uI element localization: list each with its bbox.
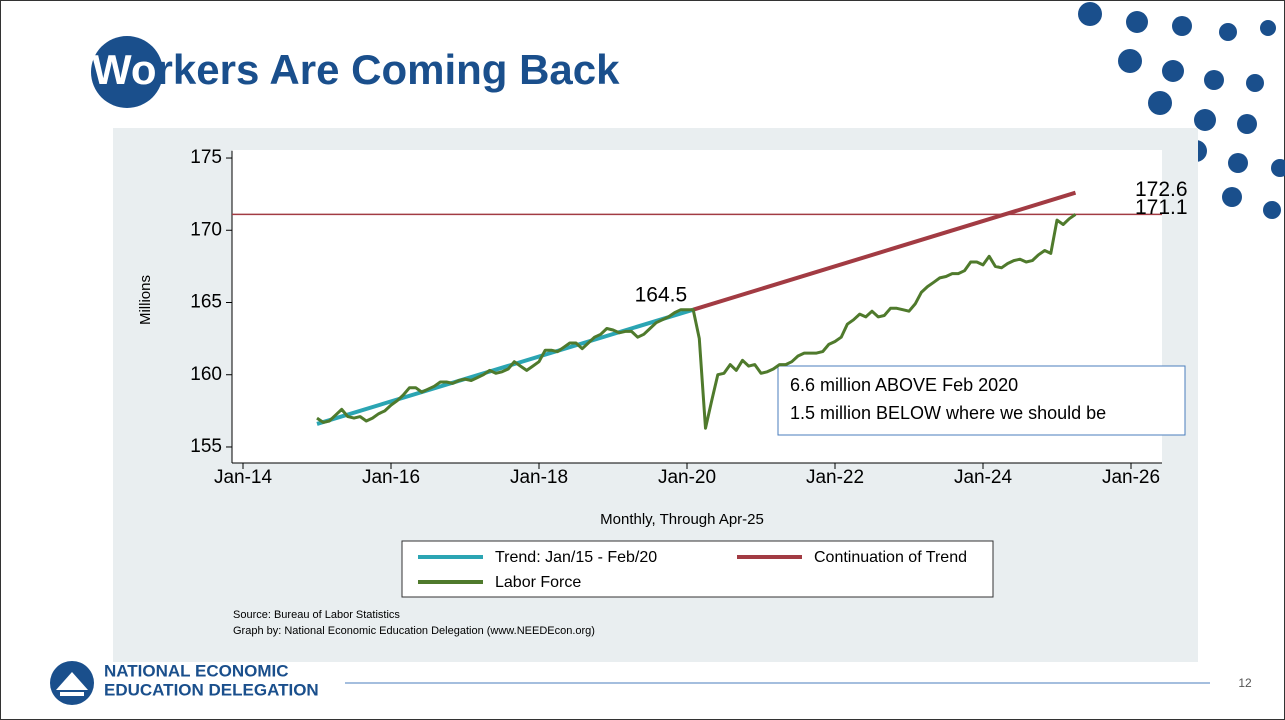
y-tick-label: 170	[190, 219, 222, 240]
y-tick-label: 155	[190, 436, 222, 457]
x-tick-label: Jan-14	[214, 467, 273, 488]
logo-text: EDUCATION DELEGATION	[104, 680, 319, 699]
x-axis-title: Monthly, Through Apr-25	[600, 511, 764, 528]
page-number: 12	[1238, 676, 1252, 690]
x-tick-label: Jan-24	[954, 467, 1013, 488]
annotation: 1.5 million BELOW where we should be	[790, 403, 1106, 423]
x-tick-label: Jan-18	[510, 467, 568, 488]
annotation: 6.6 million ABOVE Feb 2020	[790, 375, 1018, 395]
x-tick-label: Jan-16	[362, 467, 420, 488]
x-tick-label: Jan-26	[1102, 467, 1160, 488]
x-tick-label: Jan-22	[806, 467, 864, 488]
y-tick-label: 175	[190, 147, 222, 168]
source-note: Source: Bureau of Labor Statistics	[233, 609, 400, 621]
y-tick-label: 160	[190, 364, 222, 385]
slide-title: Workers Are Coming Back	[92, 46, 620, 93]
x-tick-label: Jan-20	[658, 467, 716, 488]
legend-label: Trend: Jan/15 - Feb/20	[495, 549, 657, 566]
legend-label: Labor Force	[495, 574, 581, 591]
logo-text: NATIONAL ECONOMIC	[104, 661, 288, 680]
source-note: Graph by: National Economic Education De…	[233, 625, 595, 637]
data-label: 164.5	[635, 283, 688, 306]
legend-label: Continuation of Trend	[814, 549, 967, 566]
y-tick-label: 165	[190, 292, 222, 313]
y-axis-title: Millions	[137, 275, 154, 325]
slide: Workers Are Coming Back Millions Monthly…	[0, 0, 1285, 720]
logo	[50, 661, 94, 705]
data-label: 172.6	[1135, 178, 1188, 201]
